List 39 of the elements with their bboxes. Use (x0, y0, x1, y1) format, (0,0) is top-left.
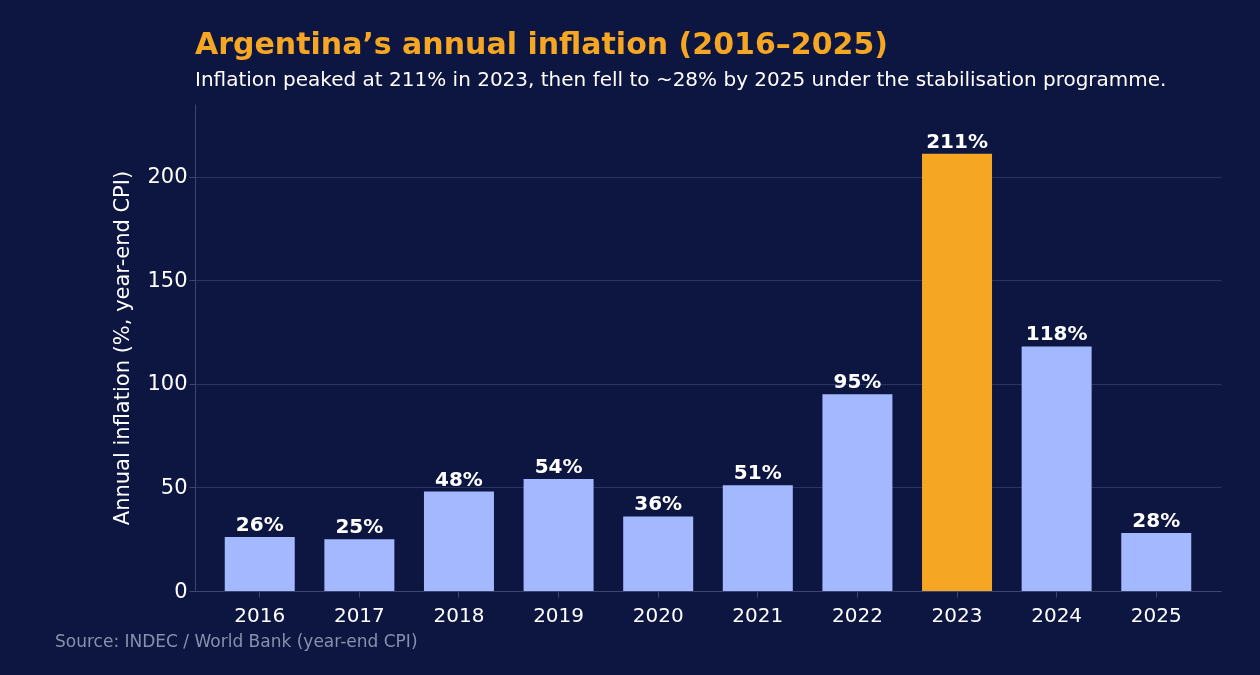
x-tick-label: 2017 (333, 602, 385, 627)
data-label: 28% (1132, 507, 1181, 532)
y-axis-title: Annual inflation (%, year-end CPI) (110, 170, 135, 526)
y-tick-label: 0 (174, 578, 188, 603)
x-tick-label: 2020 (632, 602, 684, 627)
bar (1121, 532, 1192, 591)
bar (922, 153, 993, 591)
x-tick-label: 2025 (1130, 602, 1182, 627)
bar (623, 516, 694, 591)
data-label: 26% (235, 512, 284, 537)
data-label: 95% (833, 369, 882, 394)
bar (423, 491, 494, 591)
y-tick-label: 200 (147, 164, 188, 189)
source-note: Source: INDEC / World Bank (year-end CPI) (55, 631, 418, 651)
x-tick-label: 2016 (234, 602, 286, 627)
data-label: 25% (335, 514, 384, 539)
bar (822, 394, 893, 591)
x-tick-label: 2021 (732, 602, 784, 627)
y-tick-label: 150 (147, 267, 188, 292)
x-tick-label: 2018 (433, 602, 485, 627)
x-tick-label: 2019 (533, 602, 585, 627)
bar (324, 539, 395, 591)
x-tick-label: 2024 (1031, 602, 1083, 627)
data-label: 51% (733, 460, 782, 485)
chart-title: Argentina’s annual inflation (2016–2025) (195, 26, 888, 61)
chart-subtitle: Inflation peaked at 211% in 2023, then fell to ~28% by 2025 under the stabilisation programme. (195, 67, 1167, 91)
x-tick-label: 2022 (831, 602, 883, 627)
data-label: 54% (534, 454, 583, 479)
data-label: 118% (1025, 321, 1088, 346)
bar (224, 537, 295, 591)
data-label: 36% (634, 491, 683, 516)
bar (722, 485, 793, 591)
y-tick-label: 50 (160, 474, 188, 499)
bar (1021, 346, 1092, 591)
bar (523, 479, 594, 591)
data-label: 211% (926, 128, 988, 153)
data-label: 48% (435, 466, 483, 491)
y-tick-label: 100 (147, 371, 188, 396)
x-tick-label: 2023 (931, 602, 983, 627)
